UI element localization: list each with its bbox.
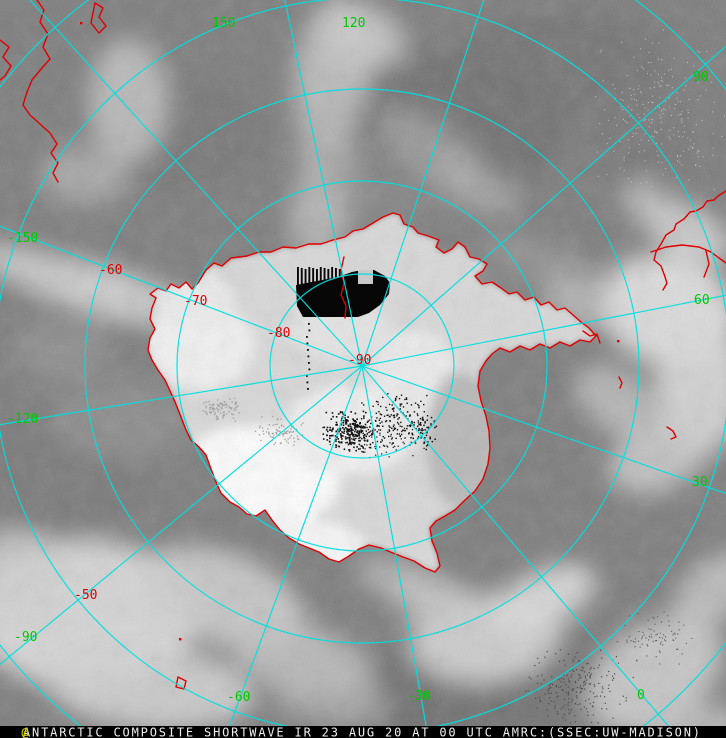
lon-label-90: 90 <box>693 70 709 85</box>
caption-prefix-symbol: @ <box>22 726 29 738</box>
lon-label--150: -150 <box>7 231 38 246</box>
lat-label--90: -90 <box>348 353 371 368</box>
lat-label--50: -50 <box>74 588 97 603</box>
pixel-speckle-noise <box>202 29 726 724</box>
lon-label-0: 0 <box>637 688 645 703</box>
lon-label-60: 60 <box>694 293 710 308</box>
caption-text: ANTARCTIC COMPOSITE SHORTWAVE IR 23 AUG … <box>23 726 700 738</box>
lat-label--80: -80 <box>267 326 290 341</box>
caption-bar: ANTARCTIC COMPOSITE SHORTWAVE IR 23 AUG … <box>0 726 726 738</box>
lon-label--30: -30 <box>407 689 430 704</box>
coordinate-labels: 150 120 90 60 30 0 -30 -60 -90 -120 -150 -50 -60 -70 -… <box>7 16 710 705</box>
lon-label--90: -90 <box>14 630 37 645</box>
lat-label--60: -60 <box>99 263 122 278</box>
lon-label-30: 30 <box>692 475 708 490</box>
lon-label-120: 120 <box>342 16 365 31</box>
lon-label-150: 150 <box>212 16 235 31</box>
lon-label--60: -60 <box>227 690 250 705</box>
lat-label--70: -70 <box>184 294 207 309</box>
lon-label--120: -120 <box>7 412 38 427</box>
caption-background <box>0 726 726 738</box>
